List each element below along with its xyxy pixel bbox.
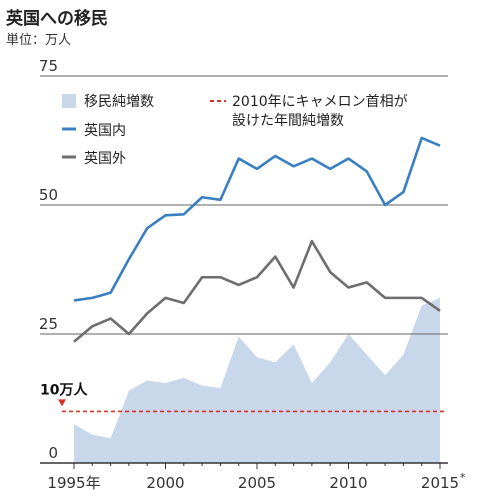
target-label: 10万人 <box>40 381 88 398</box>
legend-swatch-net-migration <box>62 94 76 108</box>
legend-label-target: 2010年にキャメロン首相が設けた年間純増数 <box>232 94 408 129</box>
y-tick-label: 50 <box>39 186 58 204</box>
legend: 移民純増数 英国内 英国外 2010年にキャメロン首相が設けた年間純増数 <box>62 94 408 167</box>
x-tick-label: 2000 <box>146 474 184 492</box>
unit-label: 単位：万人 <box>6 33 72 48</box>
line-layer <box>73 136 441 343</box>
line-uk-born <box>73 136 441 302</box>
reference-layer: 10万人 <box>40 381 446 413</box>
legend-label-net-migration: 移民純増数 <box>84 94 154 110</box>
chart-title: 英国への移民 <box>6 9 108 29</box>
y-tick-label: 25 <box>39 315 58 333</box>
x-tick-label: 2005 <box>238 474 276 492</box>
area-net-migration <box>74 297 440 463</box>
target-marker-icon <box>58 399 66 407</box>
x-tick-label: 2015 <box>421 474 459 492</box>
x-tick-label: 2010 <box>329 474 367 492</box>
legend-label-non-uk-born: 英国外 <box>84 150 126 167</box>
legend-label-uk-born: 英国内 <box>84 122 126 139</box>
area-layer <box>74 297 440 463</box>
x-footnote-mark: * <box>460 471 466 484</box>
y-tick-label: 75 <box>39 57 58 75</box>
line-non-uk-born <box>73 239 441 343</box>
x-tick-label: 1995年 <box>47 474 100 492</box>
axis-layer: 0 25 50 75 1995年 2000 2005 2010 2015 * <box>39 57 466 492</box>
y-tick-label: 0 <box>48 444 58 462</box>
